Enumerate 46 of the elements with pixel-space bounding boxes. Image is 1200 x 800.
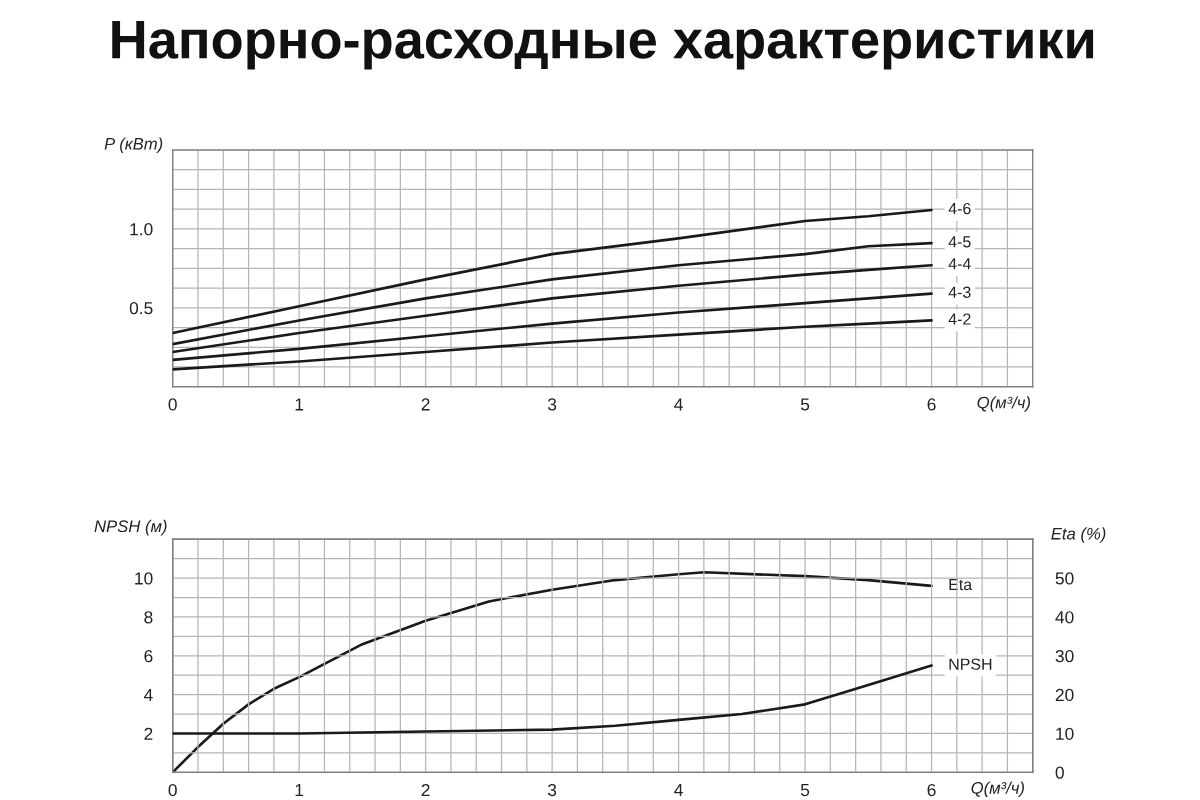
y-tick-label: 2 [144,727,153,740]
y2-tick-label: 20 [1055,688,1074,702]
x-axis-title: Q(м³/ч) [971,781,1024,798]
series-label: 4-4 [948,258,971,270]
line-series [172,319,933,371]
x-tick-label: 4 [674,784,683,797]
x-tick-label: 4 [674,398,683,411]
x-tick-label: 6 [927,398,936,411]
x-tick-label: 5 [800,784,810,797]
x-tick-label: 6 [927,783,936,797]
chart-title: Напорно-расходные характеристики [112,21,1094,70]
y-tick-label: 10 [135,572,153,585]
x-tick-label: 5 [800,398,810,411]
series-label: 4-5 [948,236,971,248]
x-tick-label: 0 [168,398,177,411]
y2-tick-label: 50 [1055,572,1074,585]
y2-tick-label: 10 [1056,727,1074,740]
x-axis-title: Q(м³/ч) [977,396,1031,412]
y2-tick-label: 30 [1055,649,1074,663]
x-tick-label: 0 [168,783,177,797]
x-tick-label: 1 [295,398,304,411]
series-label: Eta [949,579,973,591]
y2-axis-title: Eta (%) [1051,527,1106,543]
series-label: 4-6 [948,202,971,215]
x-tick-label: 3 [547,783,557,797]
x-tick-label: 2 [421,398,430,411]
y2-tick-label: 40 [1055,611,1074,624]
y-axis-title: NPSH (м) [94,519,167,536]
x-tick-label: 3 [547,398,557,411]
y2-tick-label: 0 [1055,766,1064,779]
y-tick-label: 4 [143,688,153,701]
x-tick-label: 1 [295,784,304,797]
y-tick-label: 8 [144,611,153,624]
series-label: 4-2 [948,313,971,325]
x-tick-label: 2 [421,783,430,797]
y-tick-label: 1.0 [130,223,153,236]
y-tick-label: 0.5 [129,301,153,315]
line-series [172,292,933,362]
series-label: NPSH [949,658,992,670]
line-series [172,241,933,346]
y-tick-label: 6 [144,649,153,663]
line-series [172,208,933,335]
line-series [172,570,933,773]
y-axis-title: P (кВт) [104,137,163,154]
series-label: 4-3 [948,286,971,298]
line-series [172,263,933,354]
